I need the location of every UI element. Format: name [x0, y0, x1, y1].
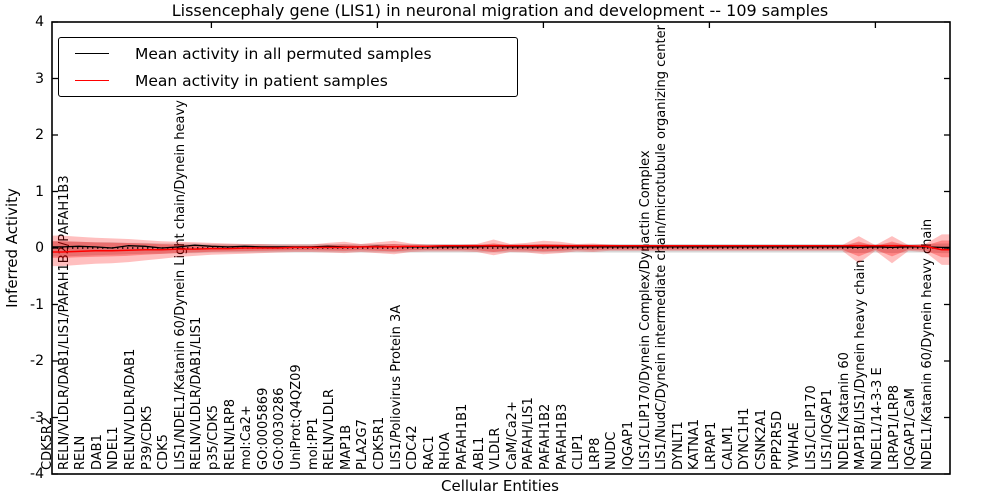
x-tick-label: mol:Ca2+ — [239, 405, 255, 470]
x-tick-label: CDK5R2 — [40, 416, 55, 470]
x-tick-label: NDEL1 — [106, 426, 122, 470]
x-tick-label: RAC1 — [421, 435, 437, 470]
x-tick-label: GO:0005869 — [255, 387, 271, 470]
x-tick-label: PAFAH1B2 — [538, 403, 553, 470]
y-tick-label: 4 — [35, 14, 44, 30]
x-tick-label: CDK5 — [156, 434, 172, 470]
x-tick-label: RELN/VLDLR/DAB1/LIS1/PAFAH1B2/PAFAH1B3 — [56, 175, 72, 470]
x-tick-label: LRPAP1/LRP8 — [886, 384, 902, 470]
x-tick-label: IQGAP1 — [621, 420, 636, 470]
x-tick-label: LRP8 — [587, 437, 603, 470]
x-tick-label: CaM/Ca2+ — [504, 401, 520, 470]
x-tick-label: LIS1/NDEL1/Katanin 60/Dynein Light chain… — [172, 60, 188, 470]
legend-label-patient: Mean activity in patient samples — [135, 71, 388, 90]
x-tick-label: GO:0030286 — [272, 387, 288, 470]
x-tick-label: KATNA1 — [687, 418, 703, 470]
x-tick-label: DYNLT1 — [670, 421, 686, 470]
x-tick-label: RHOA — [438, 432, 454, 470]
chart-title: Lissencephaly gene (LIS1) in neuronal mi… — [171, 1, 829, 20]
x-tick-label: RELN/VLDLR/DAB1 — [123, 348, 138, 470]
y-tick-label: 2 — [35, 127, 44, 143]
x-tick-label: DAB1 — [89, 434, 105, 470]
y-tick-label: 1 — [35, 183, 44, 200]
x-tick-label: DYNC1H1 — [737, 407, 753, 470]
permuted-line-swatch — [75, 53, 109, 54]
x-tick-label: p35/CDK5 — [206, 404, 221, 470]
x-tick-label: UniProt:Q4QZ09 — [289, 364, 304, 470]
y-tick-label: -1 — [30, 296, 44, 313]
x-tick-label: PLA2G7 — [355, 419, 371, 470]
x-tick-label: LIS1/IQGAP1 — [820, 388, 836, 470]
x-tick-label: PAFAH/LIS1 — [521, 397, 537, 470]
x-tick-label: PPP2R5D — [770, 410, 786, 470]
x-tick-label: RELN — [73, 435, 89, 470]
legend-label-permuted: Mean activity in all permuted samples — [135, 44, 432, 63]
patient-line-swatch — [75, 80, 109, 81]
x-tick-label: mol:PP1 — [305, 417, 321, 470]
y-tick-label: -2 — [30, 353, 44, 369]
x-tick-label: NDEL1/14-3-3 E — [870, 367, 885, 470]
x-tick-label: LIS1/CLIP170/Dynein Complex/Dynactin Com… — [637, 150, 653, 470]
x-tick-label: LIS1/CLIP170 — [803, 385, 819, 470]
x-tick-label: RELN/VLDLR/DAB1/LIS1 — [189, 316, 205, 470]
x-tick-label: MAP1B/LIS1/Dynein heavy chain — [853, 259, 869, 470]
x-tick-label: CALM1 — [720, 425, 736, 470]
y-tick-label: 0 — [35, 240, 44, 256]
x-tick-label: MAP1B — [338, 424, 354, 470]
legend: Mean activity in all permuted samples Me… — [58, 37, 518, 97]
x-tick-label: PAFAH1B1 — [455, 403, 470, 470]
x-tick-label: CDK5R1 — [372, 416, 387, 470]
x-tick-label: LIS1/Poliovirus Protein 3A — [388, 304, 404, 470]
x-tick-label: RELN/LRP8 — [222, 399, 238, 470]
x-tick-label: CSNK2A1 — [753, 408, 769, 470]
x-tick-label: CDC42 — [405, 425, 421, 470]
x-tick-label: LIS1/NudC/Dynein intermediate chain/micr… — [654, 25, 670, 470]
x-tick-label: LRPAP1 — [704, 421, 719, 470]
x-tick-label: P39/CDK5 — [139, 405, 155, 470]
x-tick-label: NDEL1/Katanin 60/Dynein heavy chain — [919, 218, 935, 470]
legend-entry-patient: Mean activity in patient samples — [59, 71, 517, 91]
x-tick-label: YWHAE — [787, 422, 802, 470]
x-tick-label: CLIP1 — [571, 433, 587, 470]
y-tick-label: -4 — [30, 466, 44, 482]
x-axis-title: Cellular Entities — [441, 477, 559, 495]
legend-entry-permuted: Mean activity in all permuted samples — [59, 44, 517, 64]
y-tick-label: 3 — [35, 70, 44, 87]
x-tick-label: IQGAP1/CaM — [903, 388, 919, 470]
y-tick-label: -3 — [30, 409, 44, 426]
x-tick-label: VLDLR — [488, 427, 504, 470]
x-tick-label: NUDC — [604, 431, 620, 470]
x-tick-label: PAFAH1B3 — [554, 403, 570, 470]
x-tick-label: NDEL1/Katanin 60 — [836, 352, 852, 470]
x-tick-label: ABL1 — [471, 436, 487, 470]
x-tick-label: RELN/VLDLR — [322, 388, 338, 470]
